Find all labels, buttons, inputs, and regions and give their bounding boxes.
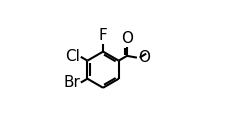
Text: Br: Br — [63, 75, 80, 90]
Text: F: F — [98, 28, 107, 43]
Text: O: O — [120, 31, 132, 46]
Text: Cl: Cl — [65, 49, 80, 64]
Text: O: O — [137, 50, 149, 65]
